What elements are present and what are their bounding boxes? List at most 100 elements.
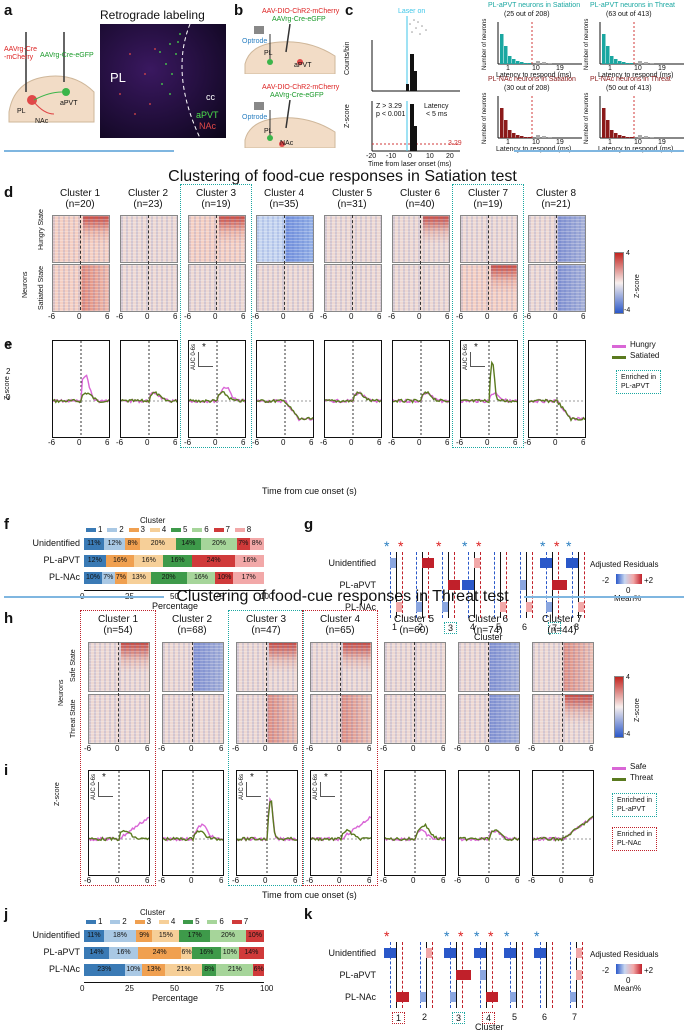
sat-lp-tick-l-2: -6 (116, 438, 124, 447)
sat-cluster-n-8: (n=21) (541, 199, 571, 210)
thr-hm-tick-r-4: 6 (367, 744, 372, 753)
g-chart-legend-title: Adjusted Residuals (590, 560, 659, 569)
k-chart-resid-bar-0-7 (576, 948, 582, 958)
d-cbar-min: -4 (624, 307, 631, 314)
h-cbar-label: Z-score (634, 698, 641, 722)
k-chart-resid-bar-1-3 (456, 970, 471, 980)
k-chart-resid-bar-1-4 (480, 970, 486, 980)
k-chart-star-4-0: * (474, 928, 480, 944)
sat-hm-tick-l-8: -6 (524, 312, 532, 321)
thr-hm-tick-m-2: 0 (189, 744, 194, 753)
hist-title-2: PL-NAc neurons in Satiation (488, 76, 576, 83)
hist-tick-c-2: 19 (556, 139, 564, 146)
sat-heatmap-top-8 (528, 215, 586, 263)
sat-cluster-n-3: (n=19) (201, 199, 231, 210)
f-chart-bar-0-8: 8% (249, 538, 264, 550)
hist-xlabel-0: Latency to respond (ms) (496, 72, 572, 79)
j-chart-bar-0-6: 20% (210, 930, 246, 942)
k-chart-mean-line-5 (516, 942, 517, 1008)
sat-hm-tick-m-2: 0 (145, 312, 150, 321)
c-xtick-2: 0 (408, 153, 412, 160)
sat-heatmap-bot-7 (460, 264, 518, 312)
f-chart-bar-0-1: 11% (84, 538, 104, 550)
k-chart-hi-line-7 (582, 942, 583, 1008)
sat-lp-tick-m-1: 0 (77, 438, 82, 447)
hist-gbar-0-0 (536, 61, 540, 64)
f-chart-xlabel: Percentage (152, 601, 199, 611)
hist-gbar-3-1 (644, 136, 648, 138)
sat-cluster-title-2: Cluster 2 (127, 188, 168, 199)
g-chart-xlabel: Cluster (474, 632, 503, 642)
thr-heatmap-top-7 (532, 642, 594, 692)
j-chart-xlabel: Percentage (152, 993, 199, 1003)
g-chart-legend-gradient (616, 574, 642, 584)
f-chart-legend-title: Cluster (140, 516, 166, 525)
thr-cluster-n-2: (n=68) (177, 625, 207, 636)
b-pl-top: PL (264, 50, 273, 57)
f-chart-bar-1-7: 24% (192, 555, 236, 567)
thr-lp-tick-m-3: 0 (263, 876, 268, 885)
thr-heatmap-top-2 (162, 642, 224, 692)
thr-heatmap-bot-1 (88, 694, 150, 744)
k-chart-mean-line-6 (546, 942, 547, 1008)
j-chart-bar-2-1: 23% (84, 964, 125, 976)
f-chart-bar-0-4: 20% (139, 538, 176, 550)
hist-bar-2-4 (516, 135, 520, 138)
f-chart-bar-1-5: 16% (163, 555, 192, 567)
hist-tick-b-3: 10 (634, 139, 642, 146)
sat-heatmap-top-3 (188, 215, 246, 263)
g-chart-resid-bar-0-1 (390, 558, 396, 568)
k-chart-resid-bar-0-4 (474, 948, 486, 958)
thr-cluster-title-3: Cluster 3 (245, 614, 286, 625)
g-chart-row-label-1: PL-aPVT (339, 580, 376, 590)
a-apvt-label: aPVT (60, 100, 78, 107)
sat-heatmap-bot-6 (392, 264, 450, 312)
g-chart-star-8-0: * (566, 538, 572, 554)
k-chart-lo-line-2 (420, 942, 421, 1008)
sat-heatmap-bot-2 (120, 264, 178, 312)
hist-bar-3-7 (630, 137, 634, 138)
j-chart-legend-label-3: 3 (146, 917, 152, 926)
j-chart-legend-label-1: 1 (98, 917, 103, 926)
j-chart-legend-label-7: 7 (243, 917, 249, 926)
h-cbar-max: 4 (626, 674, 630, 681)
g-chart-mean-line-1 (396, 552, 397, 618)
c-xtick-4: 20 (446, 153, 454, 160)
sat-lp-tick-l-4: -6 (252, 438, 260, 447)
f-chart-bar-2-3: 7% (114, 572, 128, 584)
j-chart-bar-0-3: 9% (136, 930, 153, 942)
g-chart-star-4-0: * (462, 538, 468, 554)
sat-heatmap-bot-3 (188, 264, 246, 312)
e-enriched-box: Enriched in PL-aPVT (616, 370, 662, 394)
b-top-virus2: AAVrg-Cre-eGFP (272, 16, 326, 23)
thr-heatmap-top-1 (88, 642, 150, 692)
f-chart-bar-2-1: 10% (84, 572, 102, 584)
j-chart-row-label-0: Unidentified (32, 930, 80, 940)
hist-gbar-3-2 (650, 137, 654, 138)
thr-hm-tick-r-3: 6 (293, 744, 298, 753)
sat-hm-tick-l-5: -6 (320, 312, 328, 321)
g-chart-resid-bar-2-2 (416, 602, 422, 612)
sat-hm-tick-m-1: 0 (77, 312, 82, 321)
f-chart-legend-label-7: 7 (225, 525, 230, 534)
thr-hm-tick-m-6: 0 (485, 744, 490, 753)
k-chart-cluster-label-2: 2 (422, 1012, 428, 1022)
f-chart-bar-2-5: 20% (150, 572, 187, 584)
hist-tick-a-0: 1 (506, 65, 510, 72)
k-chart-resid-bar-1-7 (576, 970, 582, 980)
k-chart-hi-line-5 (522, 942, 523, 1008)
img-nac-label: NAc (199, 121, 217, 131)
g-chart-star-7-0: * (540, 538, 546, 554)
d-cbar-label: Z-score (634, 274, 641, 298)
k-chart-row-label-1: PL-aPVT (339, 970, 376, 980)
thr-lp-tick-m-6: 0 (485, 876, 490, 885)
g-chart-star-1-1: * (398, 538, 404, 554)
sat-lp-tick-r-3: 6 (241, 438, 246, 447)
thr-auc-star-4: * (324, 772, 328, 783)
j-chart-bar-1-5: 16% (192, 947, 221, 959)
hist-title-0: PL-aPVT neurons in Satiation (488, 2, 581, 9)
hist-tick-a-2: 1 (506, 139, 510, 146)
thr-trace-b-7 (533, 815, 593, 842)
hist-bar-1-2 (610, 56, 614, 64)
sat-hm-tick-r-1: 6 (105, 312, 110, 321)
